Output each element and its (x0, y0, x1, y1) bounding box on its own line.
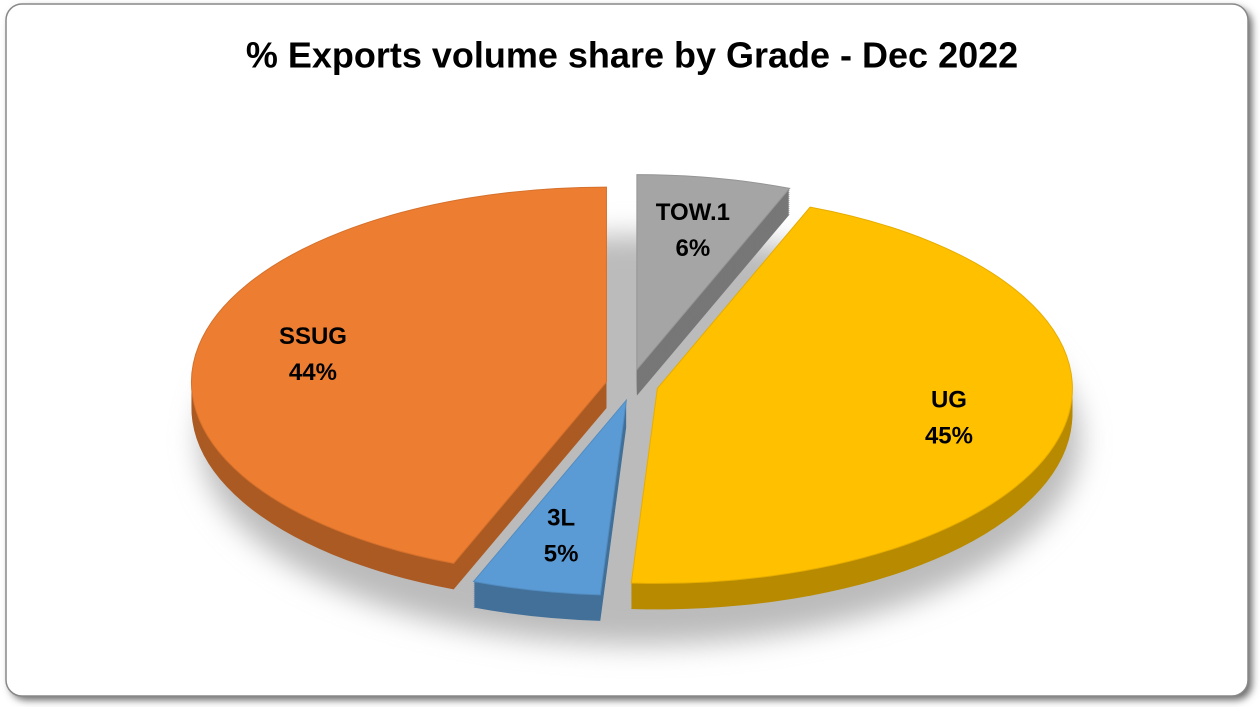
slice (630, 206, 1073, 584)
chart-title: % Exports volume share by Grade - Dec 20… (246, 35, 1018, 76)
slice (472, 398, 628, 596)
slice-value-label: 44% (289, 359, 337, 386)
labels: TOW.1 6% UG 45% 3L 5% SSUG 44% (279, 199, 973, 567)
slice (191, 186, 607, 564)
slice (636, 174, 791, 372)
slice-label: SSUG (279, 323, 347, 350)
slice-value-label: 6% (676, 235, 711, 262)
slice-value-label: 5% (544, 541, 579, 568)
slice-value-label: 45% (925, 422, 973, 449)
slice-label: TOW.1 (656, 199, 730, 226)
slice-label: 3L (547, 505, 575, 532)
slice-label: UG (931, 386, 967, 413)
slice-tops (191, 174, 1073, 596)
